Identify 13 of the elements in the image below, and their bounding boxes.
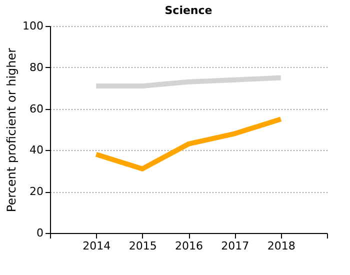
x-tick-label: 2016 xyxy=(175,240,203,252)
y-tick-label: 20 xyxy=(30,185,44,198)
y-axis-title: Percent proficient or higher xyxy=(4,48,19,212)
chart-title: Science xyxy=(164,4,212,17)
y-tick-label: 60 xyxy=(30,102,44,116)
y-tick-label: 40 xyxy=(30,144,44,157)
y-tick-label: 80 xyxy=(30,60,44,74)
x-tick-label: 2018 xyxy=(267,240,296,252)
y-tick-label: 0 xyxy=(36,226,44,240)
y-tick-label: 100 xyxy=(22,20,44,32)
x-tick-label: 2014 xyxy=(82,240,111,252)
x-tick-label: 2017 xyxy=(221,240,250,252)
x-tick-label: 2015 xyxy=(128,240,157,252)
